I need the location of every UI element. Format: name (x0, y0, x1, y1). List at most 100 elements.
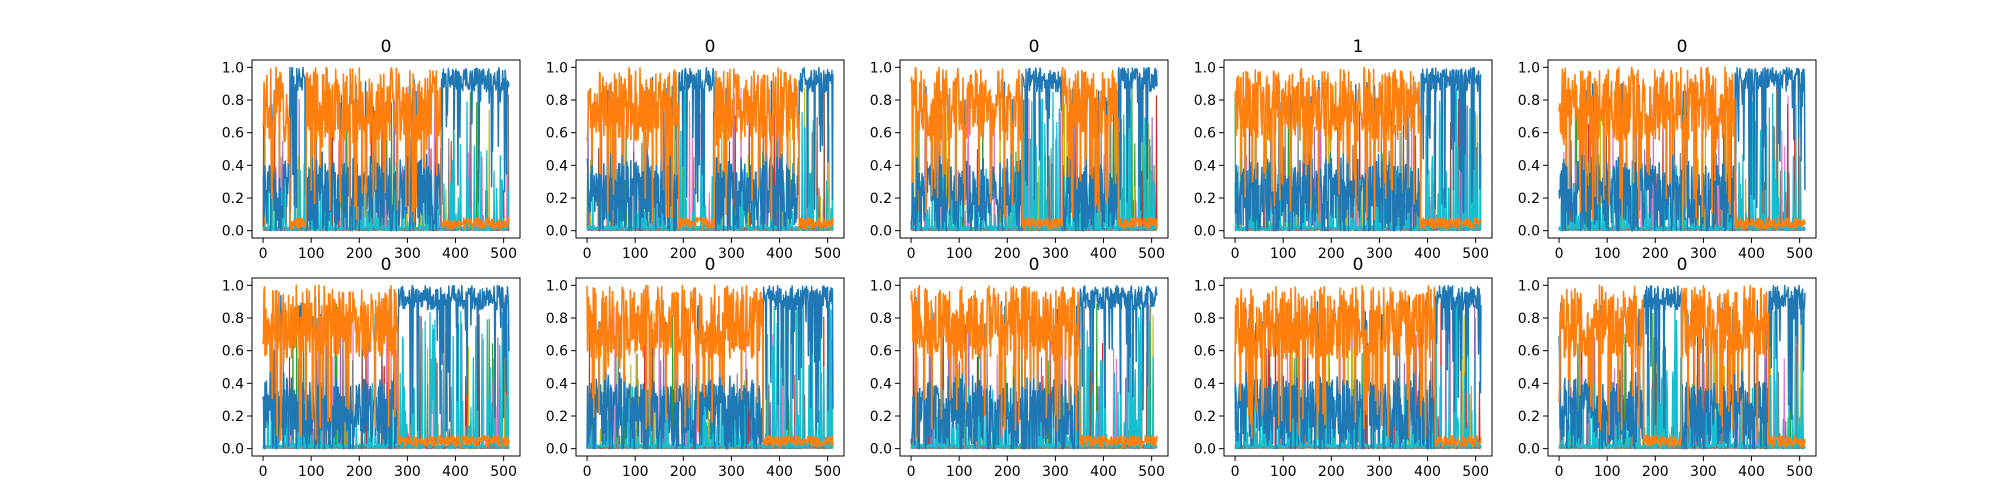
y-tick-label: 0.8 (1194, 93, 1216, 109)
y-tick-label: 0.0 (1194, 224, 1216, 240)
x-tick-label: 500 (814, 464, 841, 480)
x-tick-label: 400 (1090, 464, 1117, 480)
y-tick-label: 0.4 (546, 376, 568, 392)
plot-area (910, 66, 1158, 232)
x-tick-label: 0 (259, 246, 268, 262)
y-tick-label: 0.2 (870, 409, 892, 425)
x-tick-label: 200 (1642, 464, 1669, 480)
x-tick-label: 500 (490, 246, 517, 262)
x-tick-label: 400 (442, 246, 469, 262)
y-tick-label: 0.0 (546, 224, 568, 240)
series-background (586, 66, 834, 232)
y-tick-label: 0.4 (870, 376, 892, 392)
y-tick-label: 0.2 (1194, 191, 1216, 207)
y-tick-label: 0.6 (222, 126, 244, 142)
x-tick-label: 300 (718, 246, 745, 262)
y-tick-label: 0.0 (222, 224, 244, 240)
x-tick-label: 300 (1042, 464, 1069, 480)
y-tick-label: 0.6 (546, 126, 568, 142)
axes-frame (575, 59, 845, 239)
y-tick-label: 1.0 (546, 278, 568, 294)
series-background (1234, 285, 1482, 450)
plot-area (586, 66, 834, 232)
y-tick-label: 0.0 (1518, 442, 1540, 458)
x-tick-label: 500 (490, 464, 517, 480)
y-tick-label: 0.0 (870, 224, 892, 240)
y-tick-label: 0.2 (222, 409, 244, 425)
y-tick-label: 0.2 (546, 191, 568, 207)
x-tick-label: 0 (907, 464, 916, 480)
y-tick-label: 0.8 (1518, 93, 1540, 109)
subplot-title: 0 (381, 255, 392, 275)
subplot-title: 1 (1353, 37, 1364, 57)
plot-area (1558, 66, 1806, 232)
axes-frame (1223, 59, 1493, 239)
y-tick-label: 0.2 (546, 409, 568, 425)
subplot-title: 0 (705, 37, 716, 57)
y-tick-label: 0.8 (222, 93, 244, 109)
y-tick-label: 0.4 (1194, 158, 1216, 174)
y-tick-label: 0.2 (1518, 191, 1540, 207)
plot-area (1558, 284, 1806, 450)
subplot-title: 0 (705, 255, 716, 275)
series-dominant (262, 66, 510, 230)
y-tick-label: 0.4 (546, 158, 568, 174)
subplot-7: 0 100 200 300 400 500 0.0 0.2 0.4 0.6 0.8 1.0 0 (546, 255, 845, 480)
y-tick-label: 0.2 (1194, 409, 1216, 425)
y-tick-label: 1.0 (1194, 60, 1216, 76)
x-tick-label: 500 (1786, 464, 1813, 480)
x-tick-label: 500 (1786, 246, 1813, 262)
x-tick-label: 300 (394, 246, 421, 262)
series-dominant (910, 66, 1158, 230)
axes-frame (1547, 277, 1817, 457)
x-tick-label: 0 (1555, 464, 1564, 480)
plot-area (586, 284, 834, 450)
subplot-8: 0 100 200 300 400 500 0.0 0.2 0.4 0.6 0.8 1.0 0 (870, 255, 1169, 480)
x-tick-label: 300 (1690, 246, 1717, 262)
series-dominant (262, 284, 510, 448)
y-tick-label: 1.0 (546, 60, 568, 76)
y-tick-label: 0.8 (870, 311, 892, 327)
y-tick-label: 0.0 (1194, 442, 1216, 458)
x-tick-label: 100 (298, 246, 325, 262)
series-dominant (1558, 66, 1806, 230)
series-dominant (586, 284, 834, 448)
x-tick-label: 400 (1414, 464, 1441, 480)
x-tick-label: 500 (1462, 464, 1489, 480)
y-tick-label: 0.4 (222, 376, 244, 392)
y-tick-label: 0.6 (546, 344, 568, 360)
axes-frame (899, 59, 1169, 239)
x-tick-label: 500 (1462, 246, 1489, 262)
subplot-title: 0 (1353, 255, 1364, 275)
x-tick-label: 300 (718, 464, 745, 480)
y-tick-label: 0.6 (222, 344, 244, 360)
plot-area (262, 284, 510, 450)
x-tick-label: 100 (622, 464, 649, 480)
series-background (262, 284, 510, 450)
series-background (910, 285, 1158, 450)
series-dominant (1558, 284, 1806, 448)
y-tick-label: 0.8 (222, 311, 244, 327)
y-tick-label: 0.4 (870, 158, 892, 174)
x-tick-label: 0 (583, 246, 592, 262)
y-tick-label: 1.0 (222, 60, 244, 76)
x-tick-label: 0 (1555, 246, 1564, 262)
y-tick-label: 0.4 (1518, 376, 1540, 392)
y-tick-label: 0.8 (1194, 311, 1216, 327)
y-tick-label: 1.0 (870, 278, 892, 294)
series-dominant (1234, 66, 1482, 230)
y-tick-label: 1.0 (870, 60, 892, 76)
y-tick-label: 0.4 (1194, 376, 1216, 392)
x-tick-label: 0 (1231, 246, 1240, 262)
x-tick-label: 200 (670, 246, 697, 262)
subplot-9: 0 100 200 300 400 500 0.0 0.2 0.4 0.6 0.8 1.0 0 (1194, 255, 1493, 480)
y-tick-label: 0.0 (1518, 224, 1540, 240)
y-tick-label: 0.6 (1194, 344, 1216, 360)
axes-frame (251, 277, 521, 457)
x-tick-label: 400 (1738, 246, 1765, 262)
y-tick-label: 0.4 (1518, 158, 1540, 174)
x-tick-label: 100 (1270, 246, 1297, 262)
x-tick-label: 100 (1594, 464, 1621, 480)
subplot-title: 0 (1677, 37, 1688, 57)
plot-area (1234, 284, 1482, 450)
